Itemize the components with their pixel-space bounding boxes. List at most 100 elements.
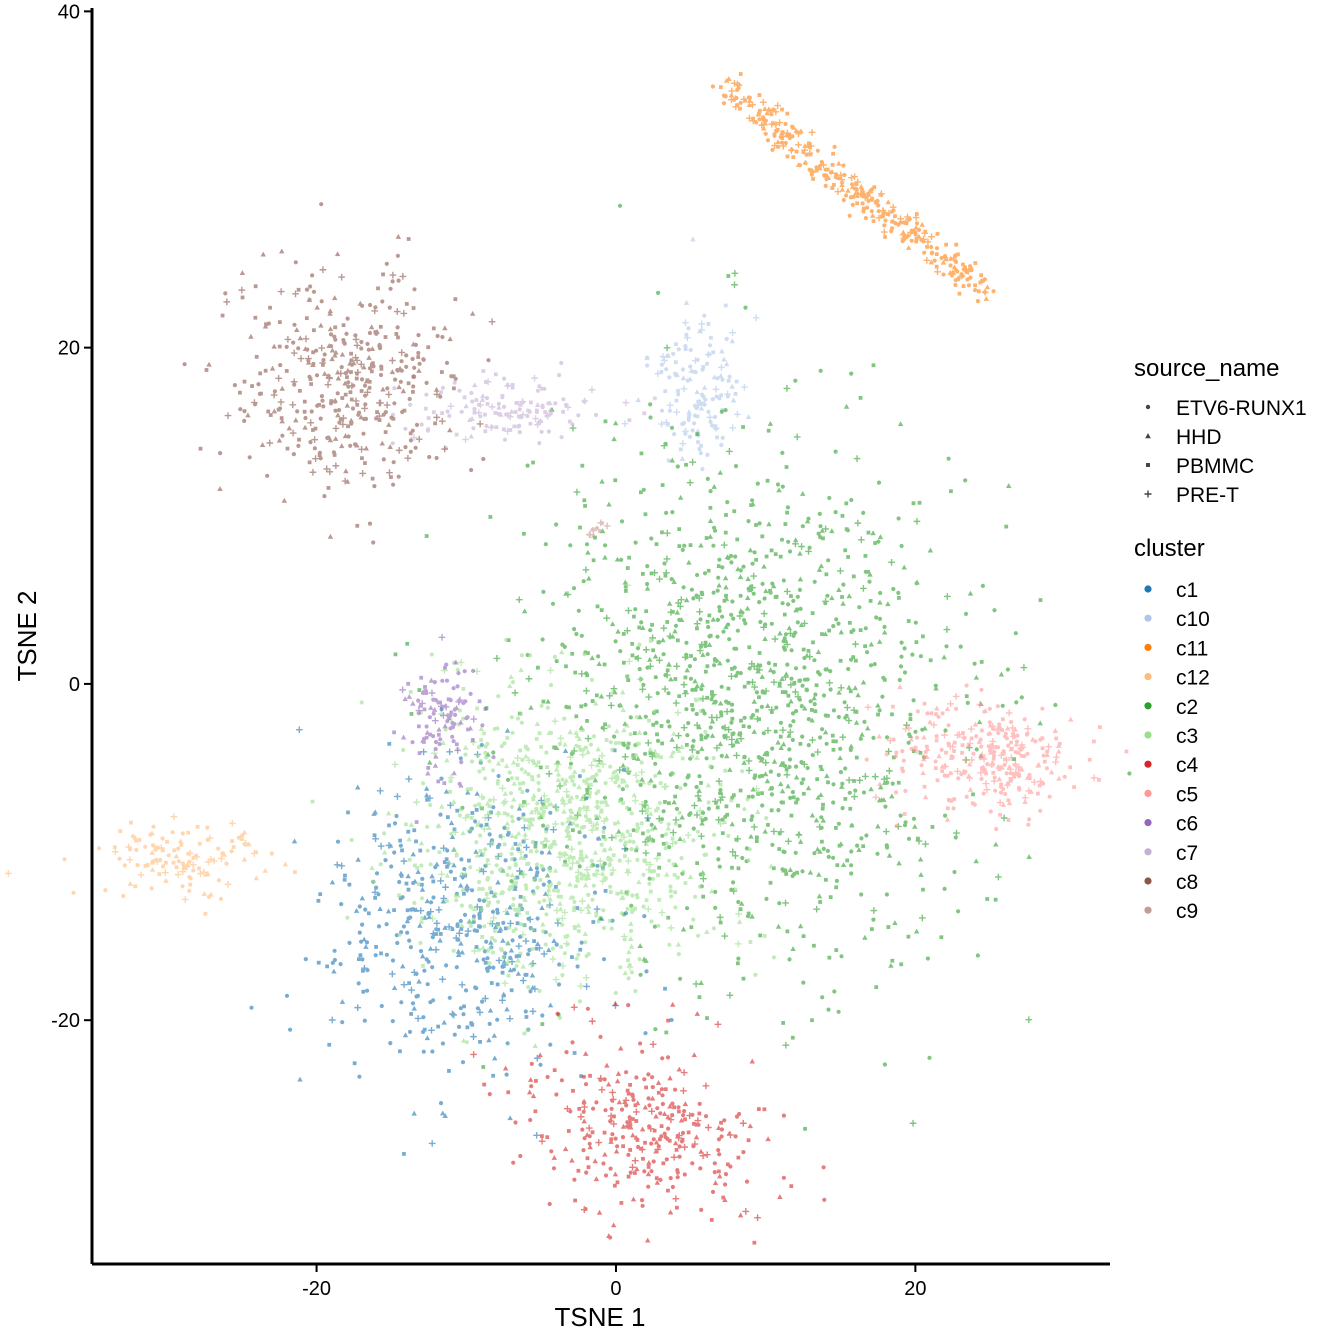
scatter-point-c1 — [418, 848, 423, 853]
scatter-point-c8 — [314, 304, 320, 310]
scatter-point-c2 — [625, 607, 632, 614]
scatter-point-c2 — [781, 578, 786, 583]
scatter-point-c2 — [764, 778, 771, 784]
scatter-point-c8 — [302, 424, 308, 430]
scatter-point-c2 — [621, 632, 626, 636]
scatter-point-c8 — [341, 338, 346, 343]
scatter-point-c3 — [695, 829, 701, 834]
scatter-point-c8 — [318, 344, 326, 352]
scatter-point-c1 — [410, 1001, 416, 1006]
scatter-point-c4 — [577, 1113, 585, 1121]
scatter-point-c5 — [1004, 725, 1011, 731]
scatter-point-c5 — [951, 806, 956, 811]
scatter-point-c8 — [278, 363, 283, 368]
scatter-point-c2 — [818, 735, 823, 740]
scatter-point-c2 — [699, 820, 705, 826]
scatter-point-c2 — [703, 669, 708, 674]
scatter-point-c5 — [1033, 739, 1038, 744]
scatter-point-c2 — [757, 651, 762, 655]
scatter-point-c2 — [627, 807, 632, 812]
scatter-point-c5 — [979, 687, 984, 692]
scatter-point-c4 — [595, 1139, 603, 1146]
scatter-point-c3 — [451, 948, 456, 953]
scatter-point-c3 — [567, 799, 572, 804]
scatter-point-c4 — [562, 1146, 569, 1152]
scatter-point-c1 — [414, 839, 418, 844]
scatter-point-c6 — [451, 686, 456, 691]
scatter-point-c12 — [218, 855, 225, 862]
scatter-point-c4 — [592, 1158, 598, 1164]
scatter-point-c2 — [689, 654, 693, 658]
scatter-point-c4 — [661, 1111, 668, 1116]
scatter-point-c2 — [773, 595, 778, 599]
scatter-point-c8 — [399, 359, 404, 364]
scatter-point-c12 — [129, 820, 133, 825]
scatter-point-c10 — [659, 408, 665, 413]
scatter-point-c2 — [634, 848, 639, 853]
scatter-point-c8 — [321, 370, 328, 376]
scatter-point-c3 — [520, 757, 525, 763]
scatter-point-c2 — [696, 608, 704, 616]
scatter-point-c3 — [461, 716, 466, 721]
scatter-point-c7 — [408, 402, 413, 407]
scatter-point-c8 — [344, 402, 351, 408]
scatter-point-c3 — [579, 796, 585, 802]
scatter-point-c5 — [948, 771, 953, 776]
scatter-point-c1 — [297, 1076, 303, 1082]
scatter-point-c3 — [515, 763, 520, 767]
scatter-point-c5 — [903, 788, 908, 794]
scatter-point-c1 — [425, 982, 430, 987]
scatter-point-c2 — [848, 743, 854, 749]
scatter-point-c11 — [870, 196, 875, 201]
scatter-point-c2 — [834, 739, 838, 744]
scatter-point-c8 — [385, 391, 393, 398]
scatter-point-c2 — [738, 788, 743, 793]
scatter-point-c2 — [878, 797, 885, 803]
scatter-point-c2 — [615, 628, 621, 634]
scatter-point-c2 — [777, 901, 782, 906]
scatter-point-c4 — [634, 1075, 639, 1080]
scatter-point-c2 — [845, 858, 850, 863]
legend-cluster-label: c10 — [1176, 608, 1210, 631]
scatter-point-c2 — [409, 712, 414, 716]
scatter-point-c10 — [621, 420, 629, 428]
scatter-point-c2 — [651, 648, 656, 653]
scatter-point-c2 — [602, 861, 607, 866]
scatter-point-c11 — [851, 173, 858, 180]
scatter-point-c11 — [881, 211, 886, 217]
scatter-point-c3 — [612, 832, 620, 840]
scatter-point-c5 — [982, 707, 989, 713]
scatter-point-c2 — [766, 822, 770, 827]
scatter-point-c4 — [590, 1130, 595, 1135]
scatter-point-c2 — [865, 650, 870, 655]
scatter-point-c3 — [536, 760, 541, 765]
scatter-point-c8 — [404, 302, 409, 306]
scatter-point-c12 — [143, 863, 148, 868]
scatter-point-c2 — [822, 631, 829, 637]
scatter-point-c12 — [228, 819, 236, 827]
scatter-point-c3 — [572, 899, 577, 905]
scatter-point-c6 — [436, 779, 441, 784]
scatter-point-c2 — [794, 709, 799, 714]
scatter-point-c1 — [513, 842, 518, 846]
scatter-point-c2 — [727, 766, 733, 772]
scatter-point-c10 — [724, 361, 730, 367]
scatter-point-c3 — [437, 850, 442, 855]
scatter-point-c3 — [528, 961, 535, 969]
scatter-point-c3 — [547, 667, 554, 674]
scatter-point-c8 — [310, 362, 316, 368]
scatter-point-c10 — [674, 372, 680, 377]
scatter-point-c2 — [818, 524, 823, 529]
legend-cluster-label: c2 — [1176, 696, 1198, 719]
scatter-point-c1 — [338, 862, 346, 870]
scatter-point-c2 — [974, 747, 979, 752]
scatter-point-c2 — [827, 495, 832, 501]
scatter-point-c2 — [677, 544, 682, 548]
scatter-point-c8 — [281, 497, 288, 503]
scatter-point-c3 — [536, 773, 541, 779]
scatter-point-c3 — [693, 697, 698, 702]
scatter-point-c11 — [855, 201, 860, 206]
scatter-point-c3 — [607, 845, 613, 851]
scatter-point-c3 — [676, 747, 682, 753]
scatter-point-c6 — [450, 734, 455, 739]
